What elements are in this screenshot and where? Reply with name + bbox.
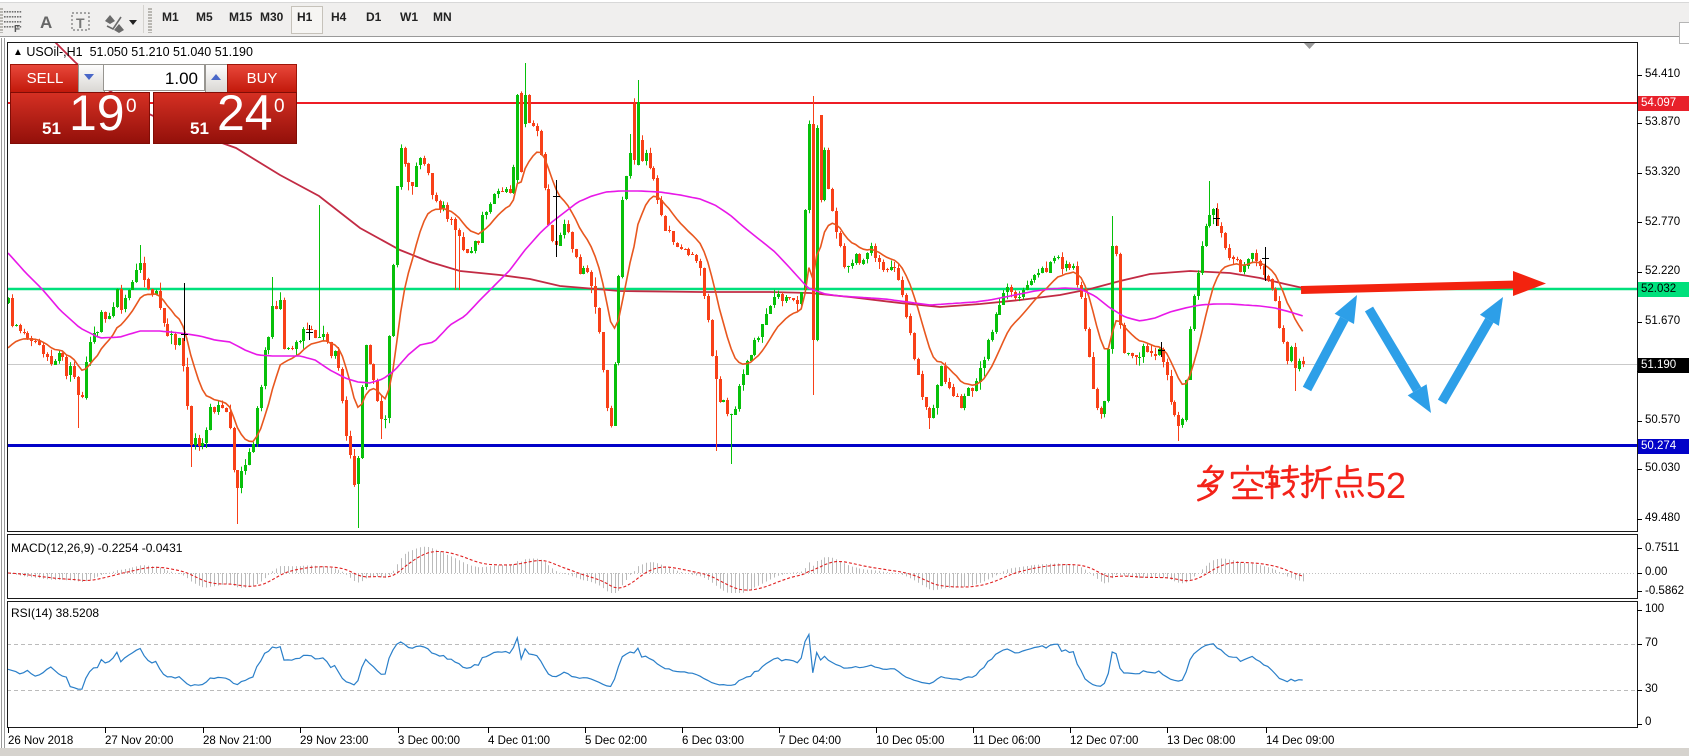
svg-text:A: A	[40, 13, 52, 32]
svg-text:52: 52	[1366, 465, 1406, 506]
svg-text:F: F	[14, 24, 20, 35]
svg-text:T: T	[76, 15, 85, 31]
